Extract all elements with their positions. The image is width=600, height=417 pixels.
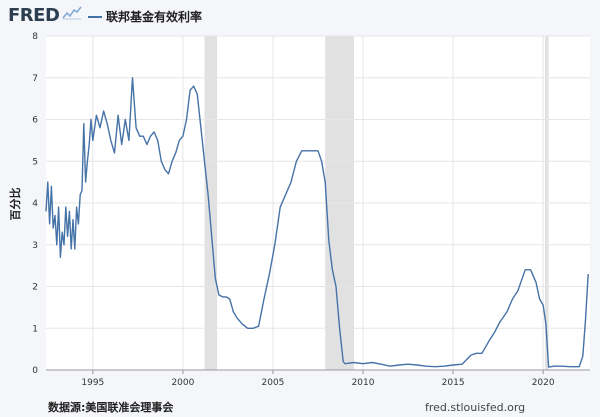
x-tick-label: 2010 [352, 378, 375, 388]
series-title: 联邦基金有效利率 [106, 10, 203, 24]
y-tick-label: 8 [32, 32, 38, 42]
y-axis-label: 百分比 [9, 187, 22, 221]
y-tick-label: 4 [32, 199, 38, 209]
x-tick-label: 2005 [262, 378, 285, 388]
x-tick-label: 2000 [171, 378, 194, 388]
y-tick-label: 1 [32, 324, 38, 334]
y-tick-label: 2 [32, 283, 38, 293]
data-source: 数据源:美国联准会理事会 [48, 401, 174, 414]
y-tick-label: 6 [32, 116, 38, 126]
fred-url-link[interactable]: fred.stlouisfed.org [425, 401, 526, 414]
chart-header: FRED 联邦基金有效利率 [0, 0, 600, 32]
y-tick-label: 5 [32, 157, 38, 167]
x-tick-label: 1995 [81, 378, 104, 388]
fred-logo[interactable]: FRED [8, 5, 60, 26]
fred-sparkline-icon [62, 6, 82, 20]
series-line [45, 77, 589, 368]
y-tick-label: 3 [32, 241, 38, 251]
y-tick-label: 0 [32, 366, 38, 376]
x-tick-label: 2020 [532, 378, 555, 388]
series-legend-swatch [88, 16, 102, 18]
y-tick-label: 7 [32, 74, 38, 84]
x-tick-label: 2015 [442, 378, 465, 388]
